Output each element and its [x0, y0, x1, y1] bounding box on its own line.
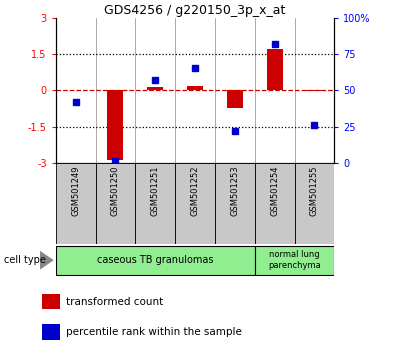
Text: GSM501252: GSM501252: [191, 165, 199, 216]
Polygon shape: [40, 251, 54, 270]
FancyBboxPatch shape: [255, 163, 295, 244]
FancyBboxPatch shape: [295, 163, 334, 244]
Bar: [147, 87, 163, 90]
FancyBboxPatch shape: [135, 163, 175, 244]
FancyBboxPatch shape: [215, 163, 255, 244]
Text: percentile rank within the sample: percentile rank within the sample: [66, 327, 242, 337]
Title: GDS4256 / g220150_3p_x_at: GDS4256 / g220150_3p_x_at: [104, 4, 286, 17]
Text: cell type: cell type: [4, 255, 46, 265]
FancyBboxPatch shape: [56, 246, 255, 275]
Bar: [306, 90, 322, 91]
Text: GSM501250: GSM501250: [111, 165, 120, 216]
Bar: [107, 90, 123, 160]
Text: GSM501255: GSM501255: [310, 165, 319, 216]
Bar: [227, 90, 243, 108]
Text: GSM501254: GSM501254: [270, 165, 279, 216]
Bar: [42, 294, 60, 309]
Text: GSM501251: GSM501251: [151, 165, 160, 216]
Text: transformed count: transformed count: [66, 297, 163, 307]
FancyBboxPatch shape: [255, 246, 334, 275]
Bar: [267, 49, 283, 90]
FancyBboxPatch shape: [175, 163, 215, 244]
Bar: [42, 324, 60, 340]
FancyBboxPatch shape: [96, 163, 135, 244]
Text: GSM501249: GSM501249: [71, 165, 80, 216]
Text: caseous TB granulomas: caseous TB granulomas: [97, 255, 213, 264]
FancyBboxPatch shape: [56, 163, 96, 244]
Text: GSM501253: GSM501253: [230, 165, 239, 216]
Bar: [187, 86, 203, 90]
Text: normal lung
parenchyma: normal lung parenchyma: [268, 250, 321, 270]
